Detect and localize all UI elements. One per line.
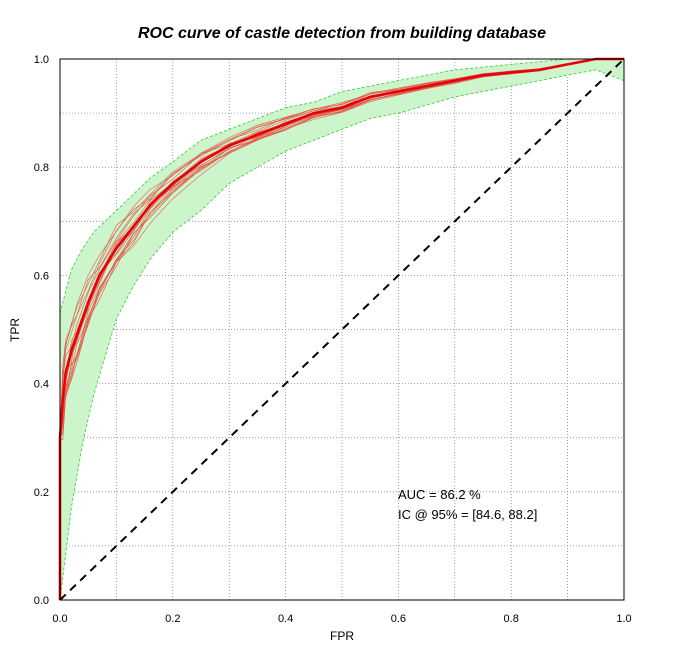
ci-band-fill bbox=[60, 59, 624, 600]
y-axis-label: TPR bbox=[8, 318, 22, 342]
y-tick-label: 0.6 bbox=[34, 270, 49, 282]
x-tick-label: 0.2 bbox=[165, 613, 180, 625]
plot-frame bbox=[59, 58, 625, 601]
y-tick-label: 1.0 bbox=[34, 54, 49, 66]
axis-ticks: 0.0 0.2 0.4 0.6 0.8 1.0 0.0 0.2 0.4 0.6 0.8 1.0 bbox=[34, 54, 632, 625]
mean-roc-curve bbox=[58, 57, 624, 600]
y-tick-label: 0.8 bbox=[34, 162, 49, 174]
y-tick-label: 0.0 bbox=[34, 595, 49, 607]
auc-annotation: AUC = 86.2 % bbox=[398, 487, 481, 502]
chance-line bbox=[59, 58, 625, 601]
x-tick-label: 1.0 bbox=[616, 613, 631, 625]
bootstrap-curve bbox=[59, 58, 624, 600]
y-tick-label: 0.4 bbox=[34, 379, 49, 391]
ci-upper-edge bbox=[59, 58, 624, 314]
x-tick-label: 0.8 bbox=[504, 613, 519, 625]
x-tick-label: 0.6 bbox=[391, 613, 406, 625]
x-axis-label: FPR bbox=[330, 629, 354, 643]
chance-diagonal bbox=[59, 58, 625, 601]
ci-lower-edge bbox=[59, 69, 625, 601]
y-tick-label: 0.2 bbox=[34, 487, 49, 499]
confidence-band bbox=[59, 58, 625, 601]
x-tick-label: 0.0 bbox=[52, 613, 67, 625]
ci-annotation: IC @ 95% = [84.6, 88.2] bbox=[398, 507, 537, 522]
x-tick-label: 0.4 bbox=[278, 613, 293, 625]
mean-curve-line bbox=[58, 57, 624, 600]
grid bbox=[60, 59, 624, 600]
chart-title: ROC curve of castle detection from build… bbox=[138, 25, 546, 42]
